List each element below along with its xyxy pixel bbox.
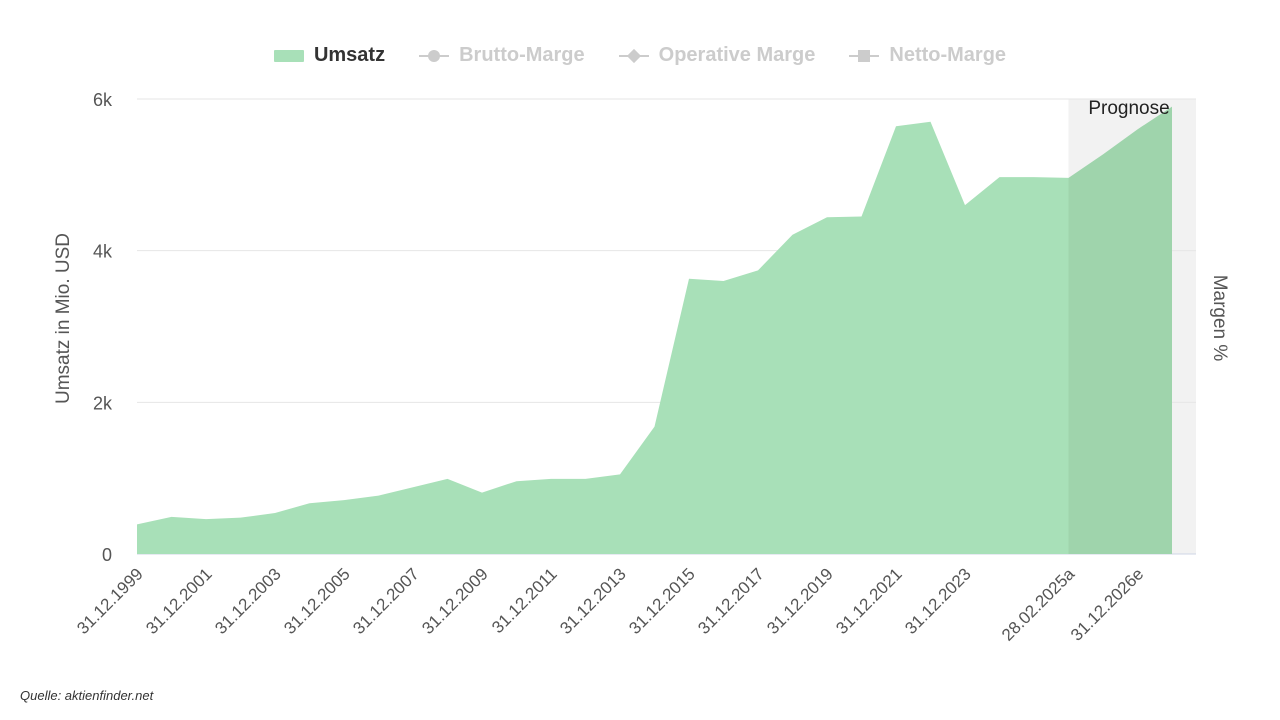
circle-line-icon	[419, 49, 450, 63]
x-tick-label: 31.12.2003	[211, 564, 285, 638]
x-tick-label: 31.12.2015	[625, 564, 699, 638]
source-note: Quelle: aktienfinder.net	[20, 688, 154, 703]
x-tick-label: 31.12.2007	[349, 564, 423, 638]
forecast-label: Prognose	[1088, 98, 1169, 119]
y-axis-label: Umsatz in Mio. USD	[53, 233, 74, 404]
revenue-forecast-area	[1068, 106, 1172, 554]
square-line-icon	[849, 49, 880, 63]
y-tick-label: 4k	[93, 242, 113, 262]
x-tick-label: 31.12.2021	[832, 564, 906, 638]
y-tick-label: 6k	[93, 90, 113, 110]
legend-item-netto-marge[interactable]: Netto-Marge	[849, 44, 1006, 67]
x-tick-label: 28.02.2025a	[998, 564, 1079, 645]
diamond-line-icon	[618, 48, 649, 63]
x-tick-label: 31.12.2005	[280, 564, 354, 638]
x-tick-label: 31.12.2001	[142, 564, 216, 638]
y-tick-label: 2k	[93, 393, 113, 413]
revenue-area	[137, 121, 1069, 554]
y-tick-label: 0	[102, 545, 112, 565]
x-tick-label: 31.12.2023	[901, 564, 975, 638]
x-tick-label: 31.12.2019	[763, 564, 837, 638]
x-tick-label: 31.12.2009	[418, 564, 492, 638]
area-swatch-icon	[273, 49, 304, 63]
x-tick-label: 31.12.2011	[488, 564, 561, 637]
x-tick-label: 31.12.2026e	[1067, 564, 1147, 644]
y2-axis-label: Margen %	[1209, 275, 1230, 362]
legend-label: Netto-Marge	[889, 44, 1007, 66]
legend-label: Operative Marge	[658, 44, 816, 66]
x-tick-label: 31.12.1999	[73, 564, 147, 638]
x-tick-label: 31.12.2017	[694, 564, 768, 638]
legend-item-brutto-marge[interactable]: Brutto-Marge	[419, 44, 585, 67]
legend-item-operative-marge[interactable]: Operative Marge	[618, 44, 816, 67]
legend-label: Brutto-Marge	[459, 44, 585, 66]
chart-legend: Umsatz Brutto-Marge Operative Marge Nett…	[0, 44, 1280, 67]
x-tick-label: 31.12.2013	[556, 564, 630, 638]
legend-label: Umsatz	[313, 44, 386, 66]
legend-item-umsatz[interactable]: Umsatz	[273, 44, 386, 67]
